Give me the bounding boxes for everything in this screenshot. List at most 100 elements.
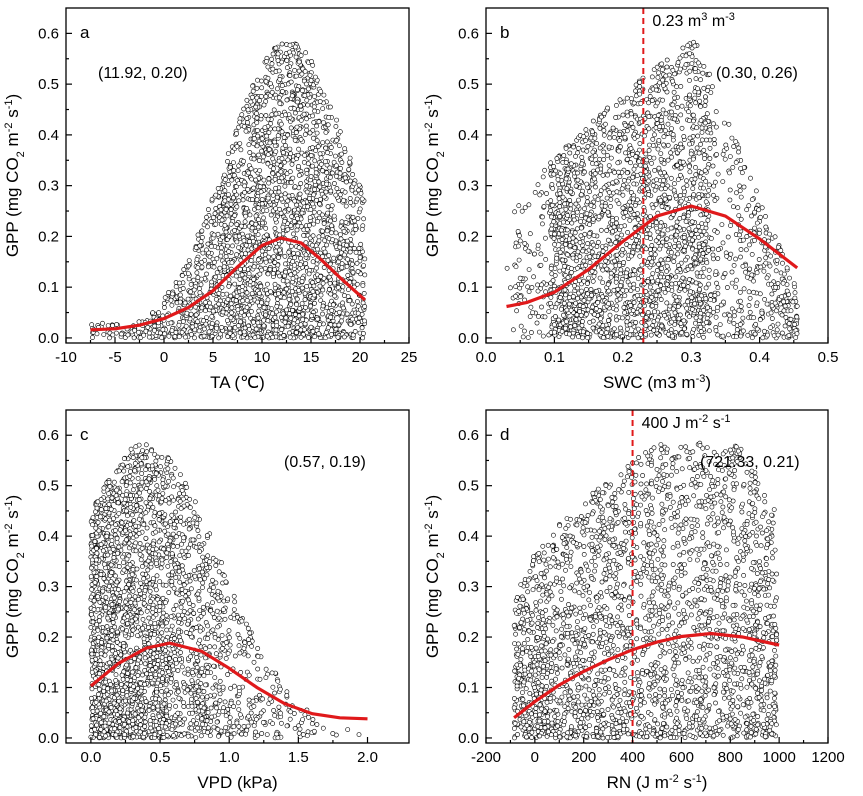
data-point (686, 314, 692, 320)
data-point (724, 253, 730, 259)
data-point (218, 245, 224, 251)
data-point (671, 89, 677, 95)
data-point (781, 299, 786, 305)
data-point (733, 284, 738, 290)
data-point (318, 273, 323, 279)
data-point (568, 189, 574, 195)
data-point (293, 330, 299, 335)
data-point (701, 85, 707, 91)
data-point (637, 253, 643, 259)
data-point (561, 300, 567, 306)
data-point (704, 111, 710, 117)
data-point (592, 194, 598, 200)
data-point (336, 309, 342, 315)
data-point (125, 332, 131, 338)
data-point (614, 234, 620, 240)
data-point (361, 216, 366, 222)
data-point (584, 311, 589, 317)
data-point (643, 151, 649, 157)
data-point (347, 298, 353, 304)
data-point (289, 161, 295, 167)
data-point (244, 304, 250, 310)
data-point (302, 132, 308, 137)
data-point (737, 188, 743, 194)
data-point (273, 185, 278, 191)
data-point (321, 120, 326, 125)
data-point (775, 321, 781, 327)
data-point (660, 107, 666, 113)
data-point (298, 117, 304, 123)
data-point (658, 151, 664, 156)
data-point (597, 275, 603, 281)
data-point (283, 315, 289, 321)
data-point (329, 230, 334, 236)
data-point (316, 119, 322, 125)
data-point (782, 323, 788, 329)
data-point (291, 218, 297, 224)
data-point (238, 319, 243, 325)
data-point (699, 129, 705, 135)
data-point (618, 224, 624, 229)
data-point (199, 234, 205, 240)
data-point (268, 212, 274, 218)
data-point (353, 249, 359, 255)
data-point (146, 334, 152, 340)
data-point (738, 216, 744, 222)
data-point (356, 315, 362, 321)
data-point (591, 233, 597, 238)
data-point (311, 221, 316, 227)
data-point (584, 131, 590, 137)
data-point (629, 190, 634, 195)
data-point (694, 145, 700, 151)
data-point (184, 310, 190, 316)
data-point (279, 83, 285, 88)
data-point (169, 328, 175, 333)
data-point (722, 120, 727, 126)
data-point (601, 334, 606, 340)
data-point (691, 192, 696, 198)
data-point (678, 112, 684, 118)
data-point (288, 79, 294, 85)
data-point (332, 153, 338, 159)
data-point (701, 228, 707, 234)
data-point (608, 274, 614, 280)
data-point (522, 328, 527, 334)
data-point (514, 308, 519, 314)
data-point (322, 249, 328, 255)
data-point (136, 319, 142, 325)
y-tick-label: 0.6 (38, 25, 59, 42)
data-point (627, 244, 633, 249)
data-point (269, 89, 275, 95)
data-point (584, 148, 590, 154)
data-point (554, 255, 559, 261)
data-point (690, 156, 696, 162)
data-point (251, 264, 257, 270)
data-point (715, 171, 721, 177)
data-point (342, 175, 348, 181)
data-point (294, 227, 300, 233)
data-point (350, 269, 356, 275)
data-point (334, 117, 339, 123)
data-point (237, 276, 243, 282)
data-point (537, 192, 543, 198)
data-point (227, 325, 233, 331)
data-point (639, 262, 645, 268)
data-point (309, 313, 314, 319)
data-point (628, 120, 634, 126)
data-point (687, 92, 692, 98)
data-point (683, 62, 689, 68)
data-point (246, 312, 252, 318)
data-point (279, 196, 284, 202)
data-point (268, 289, 273, 295)
data-point (706, 281, 712, 287)
data-point (177, 299, 183, 305)
data-point (762, 328, 767, 334)
data-point (693, 280, 699, 286)
data-point (337, 192, 343, 198)
data-point (652, 187, 658, 193)
data-point (199, 259, 204, 265)
data-point (279, 129, 285, 135)
data-point (699, 137, 705, 143)
data-point (679, 125, 685, 131)
data-point (588, 202, 594, 208)
